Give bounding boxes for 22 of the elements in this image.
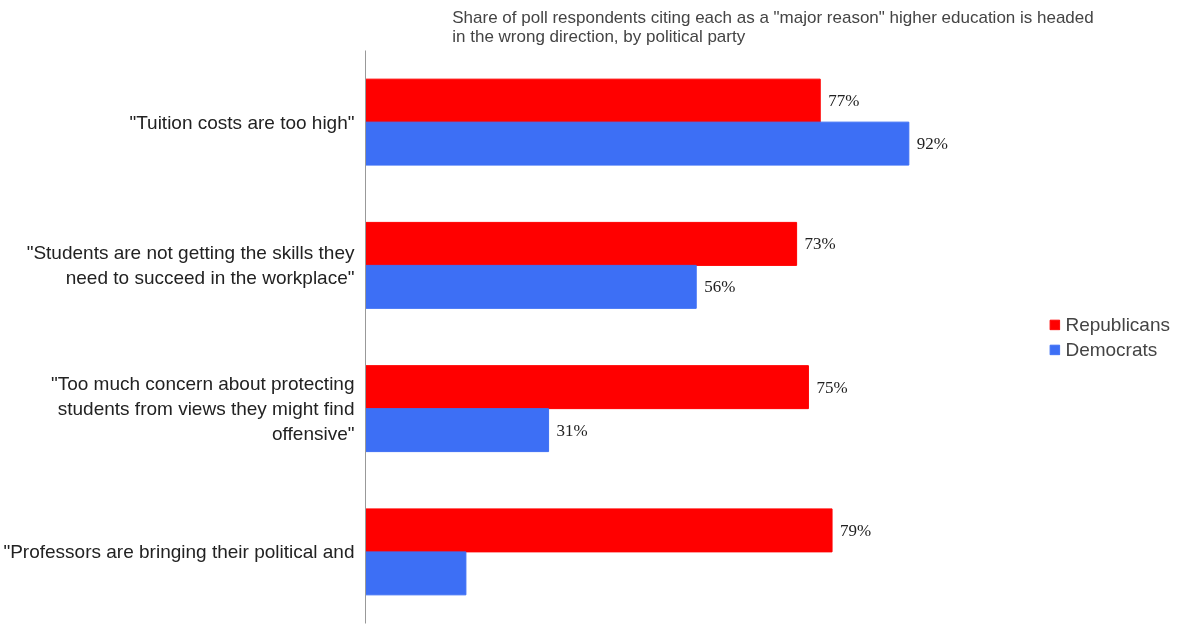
- legend-label: Republicans: [1065, 313, 1170, 335]
- bar: [365, 408, 550, 453]
- legend-label: Democrats: [1065, 338, 1158, 360]
- y-tick-label: "Students are not getting the skills they need to succeed in the workplace": [26, 242, 355, 289]
- y-tick-label: "Professors are bringing their political and: [3, 541, 355, 563]
- y-tick-label: "Too much concern about protecting students from views they might find offensive": [50, 372, 355, 445]
- y-tick-label: "Tuition costs are too high": [129, 111, 355, 133]
- bar: [365, 78, 821, 123]
- bar: [365, 508, 833, 553]
- data-label: 92%: [916, 134, 949, 154]
- bar: [365, 551, 467, 596]
- bar: [365, 121, 910, 166]
- data-label: 79%: [840, 520, 872, 540]
- data-label: 77%: [828, 91, 860, 111]
- bar: [365, 365, 809, 410]
- data-label: 31%: [556, 420, 588, 440]
- data-label: 75%: [816, 377, 848, 397]
- bar: [365, 264, 697, 309]
- data-label: 73%: [804, 234, 836, 254]
- data-label: 56%: [704, 277, 736, 297]
- chart-title: Share of poll respondents citing each as a "major reason" higher education is headed in the wrong direction, by political party: [452, 7, 1094, 46]
- bar: [365, 221, 798, 266]
